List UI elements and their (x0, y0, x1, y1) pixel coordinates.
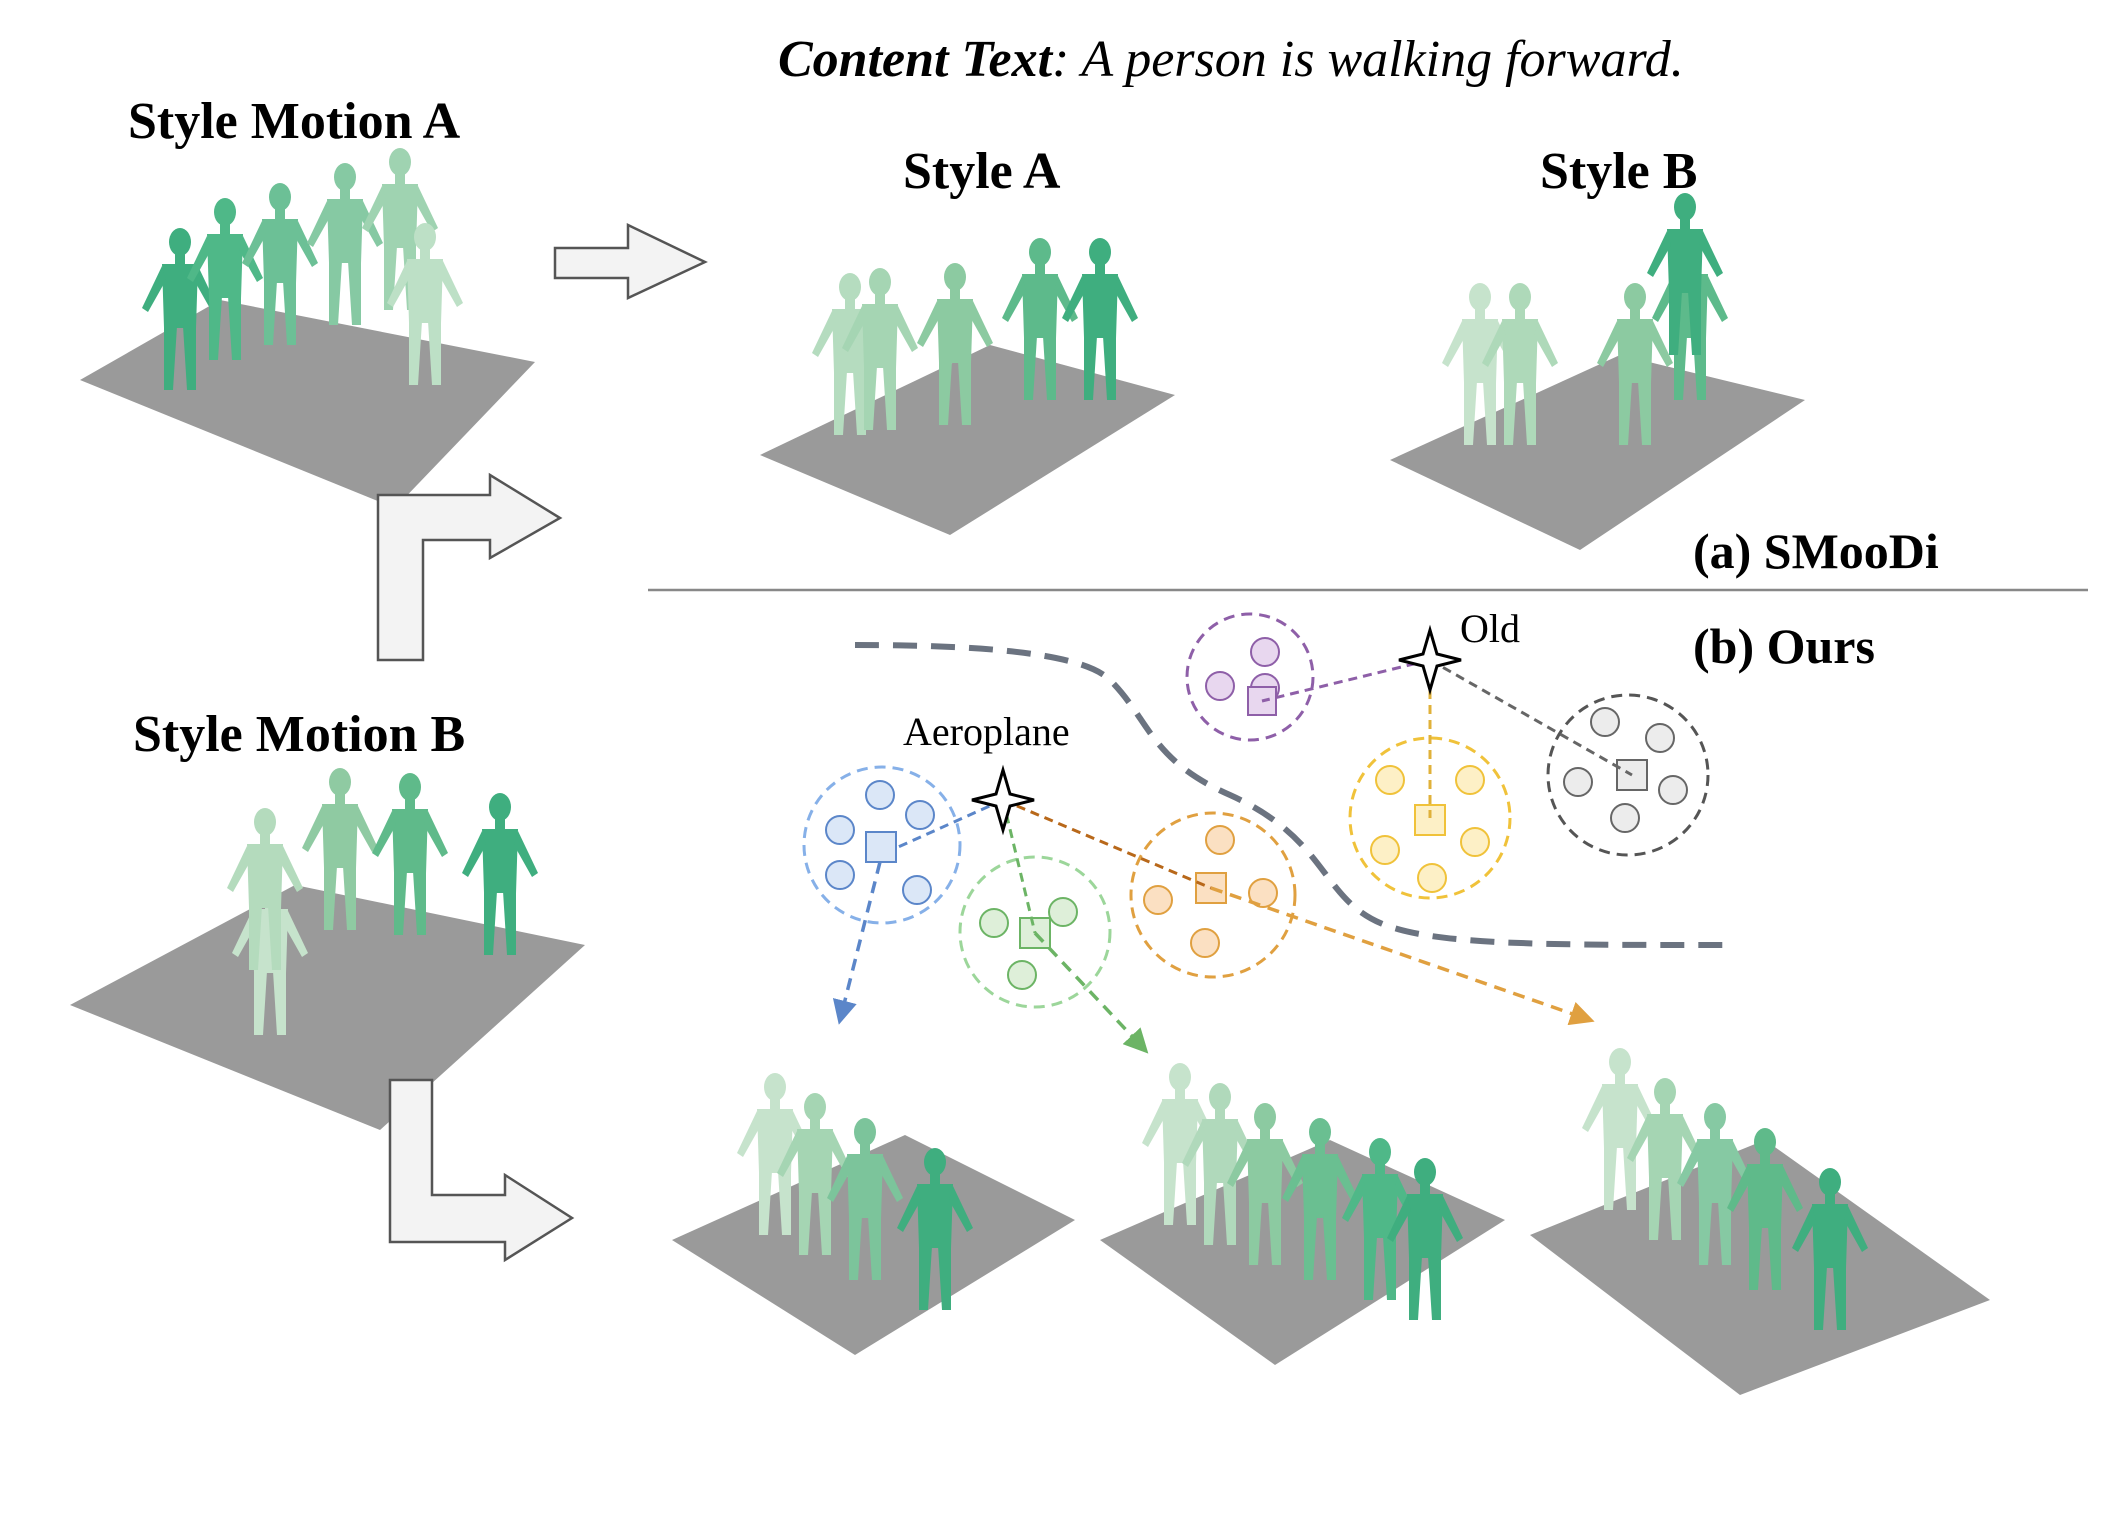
floor-ours-3 (1530, 1140, 1990, 1395)
cluster-orange (1129, 811, 1297, 979)
label-panel-a-smoodi: (a) SMooDi (1693, 523, 1939, 579)
cluster-green (958, 855, 1112, 1009)
arrow-style-b-to-ours (388, 1078, 575, 1263)
content-text-prefix: Content Text (778, 31, 1053, 88)
label-style-motion-b: Style Motion B (133, 706, 466, 763)
cluster-gray (1546, 693, 1710, 857)
label-panel-b-ours: (b) Ours (1693, 618, 1875, 674)
connector-aeroplane-blue (895, 798, 1004, 850)
cluster-blue (802, 765, 962, 925)
output-arrow-blue (832, 861, 882, 1025)
cluster-yellow (1348, 736, 1512, 900)
label-old: Old (1460, 606, 1520, 651)
floor-style-motion-a (80, 300, 535, 508)
arrow-style-a-to-smoodi (553, 223, 708, 300)
connector-aeroplane-orange (1002, 798, 1212, 890)
label-style-b: Style B (1540, 143, 1698, 200)
star-aeroplane-icon (971, 764, 1035, 836)
connector-old-purple (1261, 658, 1431, 703)
cluster-purple (1185, 612, 1315, 742)
floor-style-a (760, 345, 1175, 535)
connector-aeroplane-green (1001, 799, 1037, 934)
floor-style-motion-b (70, 885, 585, 1130)
output-arrow-orange (1210, 886, 1595, 1026)
label-aeroplane: Aeroplane (903, 709, 1070, 754)
content-text-caption: Content Text: A person is walking forwar… (778, 30, 1684, 89)
arrow-style-b-to-smoodi (376, 472, 563, 662)
star-old-icon (1398, 624, 1462, 696)
latent-boundary-path (854, 642, 1731, 948)
content-text-sentence: : A person is walking forward. (1052, 31, 1684, 88)
output-arrow-green (1033, 931, 1149, 1054)
label-style-motion-a: Style Motion A (128, 93, 461, 150)
label-style-a: Style A (903, 143, 1061, 200)
floor-style-b (1390, 355, 1805, 550)
connector-old-gray (1429, 658, 1633, 777)
